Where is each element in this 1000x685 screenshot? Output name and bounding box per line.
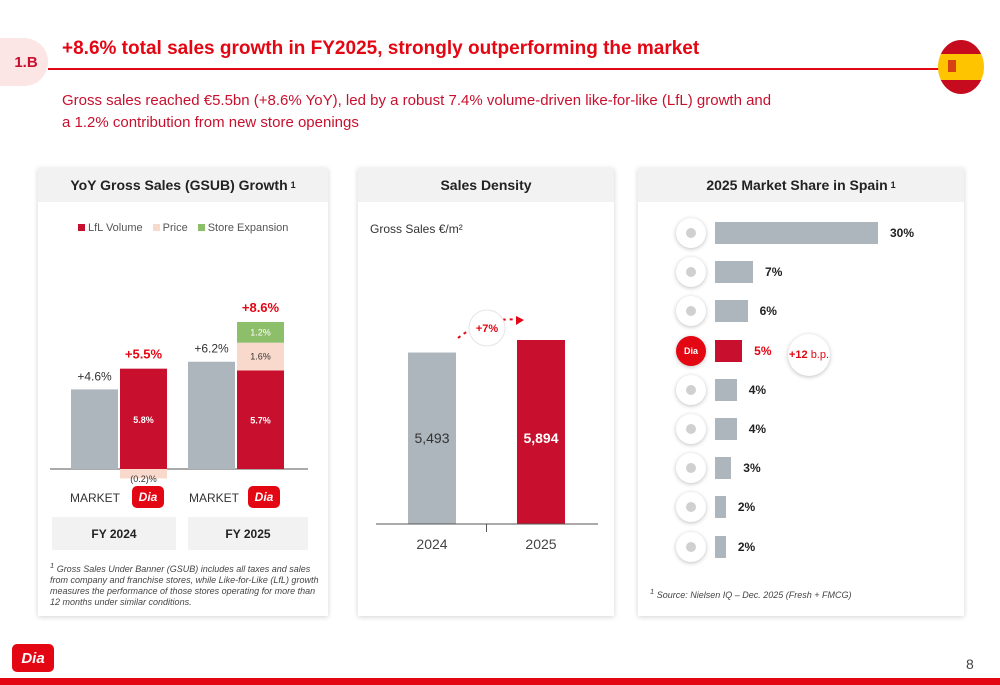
price-bar: [237, 342, 284, 371]
density-category-label: 2025: [525, 536, 556, 552]
lfl-volume-bar: [237, 370, 284, 469]
retailer-logo-consum: [676, 414, 706, 444]
page-title: +8.6% total sales growth in FY2025, stro…: [62, 38, 700, 59]
market-share-value: 7%: [765, 265, 783, 280]
gsub-footnote: 1 Gross Sales Under Banner (GSUB) includ…: [50, 561, 319, 607]
market-bar: [188, 361, 235, 469]
page-subtitle: Gross sales reached €5.5bn (+8.6% YoY), …: [62, 92, 772, 131]
market-share-bar: [715, 535, 726, 558]
market-share-bar: [715, 378, 737, 401]
retailer-logo-dia: Dia: [676, 335, 706, 366]
price-bar: [120, 469, 167, 479]
title-divider: [48, 68, 953, 70]
sales-density-chart: 5,493 2024 5,894 2025 +7%: [376, 309, 598, 552]
market-share-panel: 2025 Market Share in Spain 1 30% 7% 6% Dia 5%…: [638, 168, 964, 616]
panel-title: Sales Density: [358, 168, 614, 202]
panel-title: 2025 Market Share in Spain 1: [638, 168, 964, 202]
legend-item-lfl: LfL Volume: [78, 222, 143, 234]
gsub-growth-panel: YoY Gross Sales (GSUB) Growth 1 LfL Volum…: [38, 168, 328, 616]
retailer-logo-lidl: [676, 296, 706, 327]
retailer-logo-aldi: [676, 492, 706, 523]
market-share-value: 3%: [743, 461, 761, 476]
market-share-value: 5%: [754, 343, 772, 358]
market-label-2024: MARKET: [70, 491, 121, 505]
legend-item-store-expansion: Store Expansion: [197, 222, 288, 234]
spain-flag-icon: [938, 40, 984, 94]
market-share-bar: [715, 261, 754, 284]
market-share-bar: [715, 300, 748, 323]
gsub-growth-chart: +4.6% 5.8% (0.2)% +5.5% +6.2% 5.7% 1.6% 1.2% +8.…: [50, 300, 308, 484]
market-share-bar: [715, 339, 743, 362]
density-value-label: 5,493: [414, 430, 449, 446]
density-bar-2024: [408, 352, 456, 524]
retailer-logo-el-corte-ingl-s: [676, 531, 706, 562]
market-share-chart: 30% 7% 6% Dia 5% 4% 4% 3% 2% 2%: [638, 168, 964, 616]
market-label-2025: MARKET: [189, 491, 240, 505]
price-label: (0.2)%: [130, 474, 157, 484]
retailer-logo-mercadona: [676, 218, 706, 248]
growth-label: +7%: [476, 323, 499, 335]
lfl-volume-bar: [120, 368, 167, 469]
market-share-value: 6%: [759, 304, 777, 319]
fy2025-label: FY 2025: [188, 517, 308, 550]
market-share-value: 4%: [748, 382, 767, 397]
retailer-logo-eroski: [676, 374, 706, 405]
density-category-label: 2024: [416, 536, 447, 552]
market-share-bar: [715, 418, 737, 440]
lfl-volume-label: 5.8%: [133, 415, 154, 425]
market-share-value: 2%: [737, 500, 756, 515]
market-share-footnote: 1 Source: Nielsen IQ – Dec. 2025 (Fresh …: [650, 587, 852, 600]
market-total-label: +6.2%: [194, 342, 229, 356]
legend-item-price: Price: [152, 222, 188, 234]
growth-arrowhead: [516, 316, 524, 325]
lfl-volume-label: 5.7%: [250, 416, 271, 426]
chart-legend: LfL Volume Price Store Expansion: [78, 222, 288, 234]
dia-total-label: +8.6%: [242, 300, 280, 315]
market-share-bar: [715, 222, 878, 244]
growth-badge: [468, 309, 506, 347]
dia-logo-2025: Dia: [248, 486, 280, 508]
density-value-label: 5,894: [523, 430, 558, 446]
section-badge: 1.B: [0, 38, 48, 86]
sales-density-panel: Sales Density Gross Sales €/m² 5,493 2024…: [358, 168, 614, 616]
footer-dia-logo: Dia: [12, 644, 54, 672]
market-share-value: 2%: [737, 539, 756, 554]
density-unit-label: Gross Sales €/m²: [370, 222, 463, 236]
market-share-bar: [715, 496, 726, 519]
store-expansion-bar: [237, 321, 284, 343]
panel-title: YoY Gross Sales (GSUB) Growth 1: [38, 168, 328, 202]
market-share-value: 30%: [890, 226, 915, 240]
market-bar: [71, 389, 118, 469]
dia-total-label: +5.5%: [125, 347, 163, 362]
market-share-value: 4%: [748, 422, 767, 436]
page-number: 8: [966, 656, 974, 672]
retailer-logo-alcampo: [676, 453, 706, 484]
store-expansion-label: 1.2%: [250, 327, 271, 337]
dia-logo-2024: Dia: [132, 486, 164, 508]
dia-share-delta-badge: +12 b.p.: [788, 334, 830, 376]
price-label: 1.6%: [250, 352, 271, 362]
density-bar-2025: [517, 340, 565, 524]
fy2024-label: FY 2024: [52, 517, 176, 550]
footer-bar: [0, 678, 1000, 685]
retailer-logo-carrefour: [676, 257, 706, 288]
market-share-bar: [715, 457, 732, 480]
market-total-label: +4.6%: [77, 369, 112, 383]
